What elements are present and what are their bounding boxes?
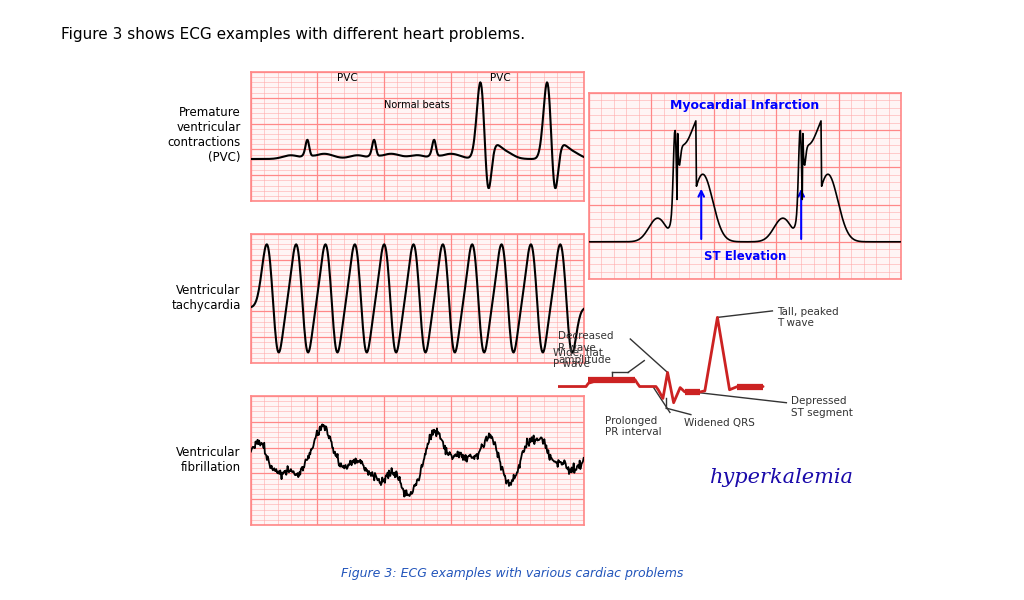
- Text: Tall, peaked
T wave: Tall, peaked T wave: [777, 307, 839, 328]
- Text: Ventricular
tachycardia: Ventricular tachycardia: [171, 284, 241, 312]
- Text: Depressed
ST segment: Depressed ST segment: [791, 396, 853, 418]
- Text: Decreased
R wave
amplitude: Decreased R wave amplitude: [558, 331, 613, 365]
- Text: Widened QRS: Widened QRS: [684, 418, 755, 428]
- Text: ST Elevation: ST Elevation: [703, 250, 786, 263]
- Text: Wide, flat
P wave: Wide, flat P wave: [553, 347, 603, 369]
- Text: hyperkalemia: hyperkalemia: [710, 468, 854, 487]
- Text: Figure 3: ECG examples with various cardiac problems: Figure 3: ECG examples with various card…: [341, 566, 683, 580]
- Text: Prolonged
PR interval: Prolonged PR interval: [604, 416, 662, 437]
- Text: Premature
ventricular
contractions
(PVC): Premature ventricular contractions (PVC): [167, 106, 241, 164]
- Text: PVC: PVC: [337, 73, 357, 83]
- Text: Myocardial Infarction: Myocardial Infarction: [671, 98, 819, 112]
- Text: Ventricular
fibrillation: Ventricular fibrillation: [176, 446, 241, 474]
- Text: PVC: PVC: [490, 73, 511, 83]
- Text: Normal beats: Normal beats: [384, 100, 451, 110]
- Text: Figure 3 shows ECG examples with different heart problems.: Figure 3 shows ECG examples with differe…: [61, 27, 525, 42]
